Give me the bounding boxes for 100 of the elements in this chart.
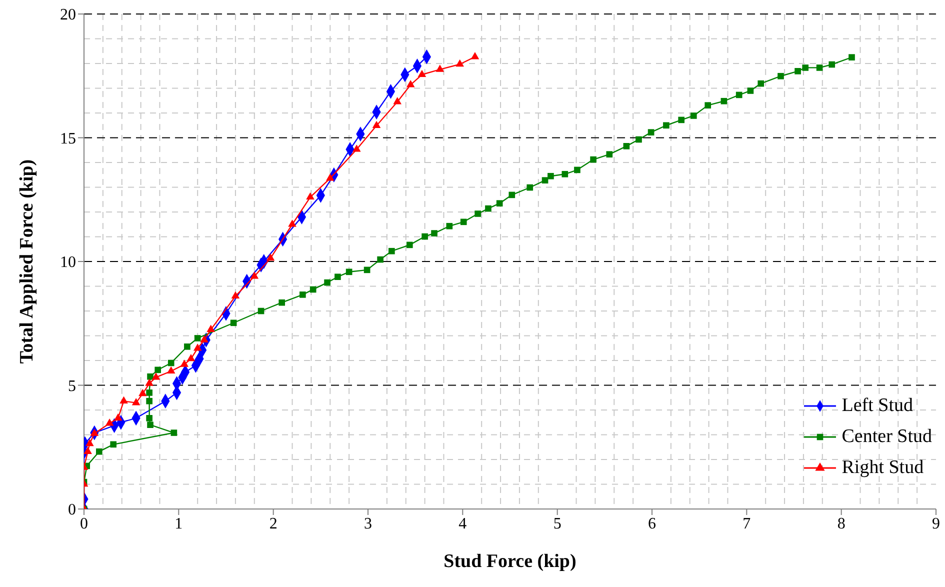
x-tick-label: 2 xyxy=(269,515,278,532)
point xyxy=(542,177,548,184)
point xyxy=(346,268,352,276)
point xyxy=(704,102,712,108)
point xyxy=(138,388,147,396)
point xyxy=(422,233,428,240)
point xyxy=(146,398,152,404)
point xyxy=(145,378,154,386)
y-tick-label: 5 xyxy=(68,378,76,395)
point xyxy=(393,97,402,104)
point xyxy=(372,120,381,128)
x-tick-label: 0 xyxy=(80,515,88,532)
point xyxy=(300,292,306,298)
point xyxy=(170,430,178,436)
point xyxy=(250,272,259,279)
point xyxy=(431,230,438,236)
point xyxy=(526,184,534,191)
point xyxy=(562,170,568,178)
point xyxy=(278,299,286,306)
point xyxy=(231,291,240,299)
legend-label: Right Stud xyxy=(842,456,924,480)
point xyxy=(778,72,784,80)
point xyxy=(508,192,516,198)
point xyxy=(496,200,503,206)
point xyxy=(258,308,264,314)
legend-label: Center Stud xyxy=(842,425,932,449)
point xyxy=(230,320,237,326)
point xyxy=(436,64,444,72)
point xyxy=(186,354,196,362)
x-axis-title: Stud Force (kip) xyxy=(444,551,576,572)
x-tick-label: 4 xyxy=(458,515,467,532)
point xyxy=(606,151,613,158)
point xyxy=(180,360,189,367)
legend-label: Left Stud xyxy=(842,394,913,418)
point xyxy=(132,398,140,406)
point xyxy=(206,324,216,332)
point xyxy=(648,129,654,136)
point xyxy=(364,266,370,274)
x-tick-label: 8 xyxy=(837,515,846,532)
x-tick-label: 3 xyxy=(364,515,372,532)
point xyxy=(184,343,190,350)
point xyxy=(90,428,99,436)
point xyxy=(474,210,481,217)
point xyxy=(377,256,384,263)
point xyxy=(736,92,742,98)
point xyxy=(352,144,361,152)
point xyxy=(590,156,596,163)
point xyxy=(86,438,94,446)
point xyxy=(334,274,341,280)
x-tick-label: 7 xyxy=(742,515,751,532)
y-tick-label: 0 xyxy=(68,502,76,519)
point xyxy=(456,59,464,67)
point xyxy=(663,122,670,129)
point xyxy=(96,448,102,455)
y-tick-label: 10 xyxy=(60,254,76,272)
point xyxy=(848,54,855,60)
point xyxy=(720,98,728,104)
point xyxy=(146,415,152,422)
point xyxy=(470,52,480,60)
point xyxy=(147,373,154,380)
point xyxy=(636,136,642,143)
y-axis-title: Total Applied Force (kip) xyxy=(16,159,38,364)
point xyxy=(678,116,685,124)
point xyxy=(794,68,801,74)
point xyxy=(816,64,823,71)
point xyxy=(166,366,176,374)
point xyxy=(84,446,92,454)
point xyxy=(324,279,330,286)
point xyxy=(120,396,128,404)
x-tick-label: 9 xyxy=(932,515,940,532)
point xyxy=(200,335,208,342)
point xyxy=(406,242,413,248)
point xyxy=(406,80,415,88)
x-tick-label: 1 xyxy=(174,515,183,532)
point xyxy=(747,88,754,94)
x-tick-label: 6 xyxy=(648,515,656,532)
point xyxy=(310,286,316,293)
point xyxy=(548,172,554,180)
point xyxy=(194,335,201,342)
point xyxy=(802,64,809,71)
point xyxy=(168,360,174,366)
point xyxy=(114,413,122,421)
y-tick-label: 20 xyxy=(60,6,76,24)
point xyxy=(105,418,114,426)
point xyxy=(690,112,697,119)
point xyxy=(193,344,202,351)
point xyxy=(574,166,580,174)
x-tick-label: 5 xyxy=(553,515,562,532)
point xyxy=(288,220,296,227)
point xyxy=(110,441,117,448)
point xyxy=(623,143,630,150)
point xyxy=(306,192,314,200)
point xyxy=(146,390,152,396)
point xyxy=(266,253,275,261)
point xyxy=(154,366,162,374)
point xyxy=(418,70,426,78)
point xyxy=(147,422,154,428)
point xyxy=(388,248,395,254)
point xyxy=(828,61,836,68)
point xyxy=(485,205,492,212)
